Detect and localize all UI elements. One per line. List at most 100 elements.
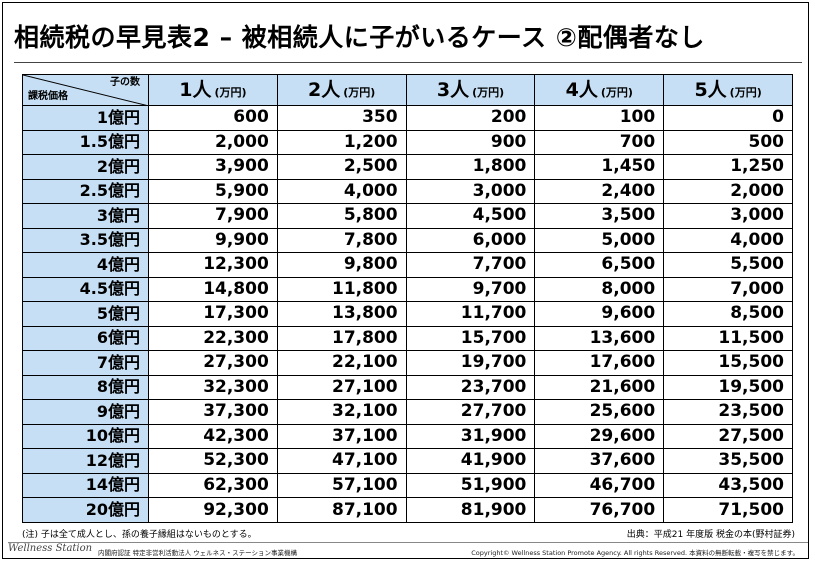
row-label: 4.5億円: [22, 276, 149, 303]
row-label: 12億円: [22, 448, 149, 474]
column-label: 5人: [694, 78, 727, 101]
table-row: 1億円 600 350 200 100 0: [22, 105, 793, 131]
table-cell: 2,400: [534, 178, 665, 205]
table-row: 9億円 37,300 32,100 27,700 25,600 23,500: [22, 399, 793, 425]
table-cell: 5,800: [276, 203, 407, 229]
table-row: 8億円 32,300 27,100 23,700 21,600 19,500: [22, 374, 793, 401]
row-label: 8億円: [22, 374, 149, 401]
table-cell: 29,600: [534, 423, 665, 450]
table-cell: 0: [663, 105, 793, 131]
copyright-notice: Copyright© Wellness Station Promote Agen…: [471, 549, 799, 557]
table-cell: 5,900: [148, 178, 278, 205]
row-label: 3億円: [22, 203, 149, 229]
table-body: 1億円 600 350 200 100 0 1.5億円 2,000 1,200 900 700 500…: [22, 105, 793, 523]
table-cell: 15,500: [663, 350, 793, 376]
table-cell: 2,000: [148, 129, 278, 156]
table-cell: 11,700: [405, 301, 536, 327]
column-header-2: 2人 (万円): [276, 74, 407, 106]
table-cell: 92,300: [148, 497, 278, 523]
table-row: 4億円 12,300 9,800 7,700 6,500 5,500: [22, 252, 793, 278]
column-header-5: 5人 (万円): [663, 74, 793, 106]
row-label: 7億円: [22, 350, 149, 376]
table-cell: 350: [276, 105, 407, 131]
table-cell: 9,600: [534, 301, 665, 327]
table-cell: 71,500: [663, 497, 793, 523]
table-cell: 3,500: [534, 203, 665, 229]
row-label: 3.5億円: [22, 227, 149, 254]
table-cell: 3,000: [663, 203, 793, 229]
table-cell: 87,100: [276, 497, 407, 523]
corner-label-price: 課税価格: [28, 91, 68, 102]
table-cell: 1,450: [534, 154, 665, 180]
table-cell: 22,300: [148, 325, 278, 352]
table-cell: 700: [534, 129, 665, 156]
row-label: 1億円: [22, 105, 149, 131]
row-label: 2.5億円: [22, 178, 149, 205]
table-row: 6億円 22,300 17,800 15,700 13,600 11,500: [22, 325, 793, 352]
table-cell: 100: [534, 105, 665, 131]
table-cell: 4,500: [405, 203, 536, 229]
table-cell: 23,500: [663, 399, 793, 425]
tax-table: 子の数 課税価格 1人 (万円) 2人 (万円) 3人 (万円) 4人 (万円) 5人 (万円) …: [22, 74, 793, 523]
column-unit: (万円): [600, 85, 633, 99]
table-cell: 4,000: [663, 227, 793, 254]
table-cell: 1,250: [663, 154, 793, 180]
table-cell: 47,100: [276, 448, 407, 474]
column-label: 3人: [436, 78, 470, 101]
table-cell: 7,700: [405, 252, 536, 278]
table-cell: 31,900: [405, 423, 536, 450]
table-cell: 3,000: [405, 178, 536, 205]
table-row: 14億円 62,300 57,100 51,900 46,700 43,500: [22, 472, 793, 499]
table-cell: 81,900: [405, 497, 536, 523]
table-cell: 57,100: [276, 472, 407, 499]
table-row: 1.5億円 2,000 1,200 900 700 500: [22, 129, 793, 156]
corner-cell: 子の数 課税価格: [22, 74, 149, 106]
column-unit: (万円): [729, 85, 762, 99]
table-row: 3億円 7,900 5,800 4,500 3,500 3,000: [22, 203, 793, 229]
table-cell: 43,500: [663, 472, 793, 499]
table-cell: 2,500: [276, 154, 407, 180]
wellness-station-logo: Wellness Station: [8, 543, 93, 554]
table-cell: 9,700: [405, 276, 536, 303]
title-divider: [14, 62, 802, 63]
table-cell: 600: [148, 105, 278, 131]
table-cell: 41,900: [405, 448, 536, 474]
table-cell: 11,800: [276, 276, 407, 303]
table-cell: 12,300: [148, 252, 278, 278]
table-cell: 27,300: [148, 350, 278, 376]
table-cell: 27,100: [276, 374, 407, 401]
table-header: 子の数 課税価格 1人 (万円) 2人 (万円) 3人 (万円) 4人 (万円) 5人 (万円): [22, 74, 793, 106]
table-cell: 8,500: [663, 301, 793, 327]
table-row: 5億円 17,300 13,800 11,700 9,600 8,500: [22, 301, 793, 327]
table-cell: 62,300: [148, 472, 278, 499]
row-label: 4億円: [22, 252, 149, 278]
table-cell: 9,900: [148, 227, 278, 254]
column-unit: (万円): [472, 85, 505, 99]
table-cell: 6,500: [534, 252, 665, 278]
row-label: 9億円: [22, 399, 149, 425]
table-cell: 32,100: [276, 399, 407, 425]
table-cell: 37,300: [148, 399, 278, 425]
table-cell: 37,600: [534, 448, 665, 474]
organization-name: 内閣府認証 特定非営利活動法人 ウェルネス・ステーション事業機構: [98, 549, 298, 557]
table-cell: 27,700: [405, 399, 536, 425]
table-cell: 900: [405, 129, 536, 156]
table-cell: 500: [663, 129, 793, 156]
table-cell: 13,800: [276, 301, 407, 327]
column-label: 2人: [308, 78, 341, 101]
column-header-3: 3人 (万円): [405, 74, 536, 106]
page-title: 相続税の早見表2 – 被相続人に子がいるケース ②配偶者なし: [14, 23, 705, 52]
row-label: 2億円: [22, 154, 149, 180]
table-row: 4.5億円 14,800 11,800 9,700 8,000 7,000: [22, 276, 793, 303]
table-cell: 7,900: [148, 203, 278, 229]
table-cell: 17,800: [276, 325, 407, 352]
column-unit: (万円): [343, 85, 376, 99]
table-cell: 7,800: [276, 227, 407, 254]
table-cell: 8,000: [534, 276, 665, 303]
row-label: 14億円: [22, 472, 149, 499]
table-cell: 42,300: [148, 423, 278, 450]
table-row: 2億円 3,900 2,500 1,800 1,450 1,250: [22, 154, 793, 180]
table-cell: 17,600: [534, 350, 665, 376]
column-header-1: 1人 (万円): [148, 74, 278, 106]
table-row: 2.5億円 5,900 4,000 3,000 2,400 2,000: [22, 178, 793, 205]
